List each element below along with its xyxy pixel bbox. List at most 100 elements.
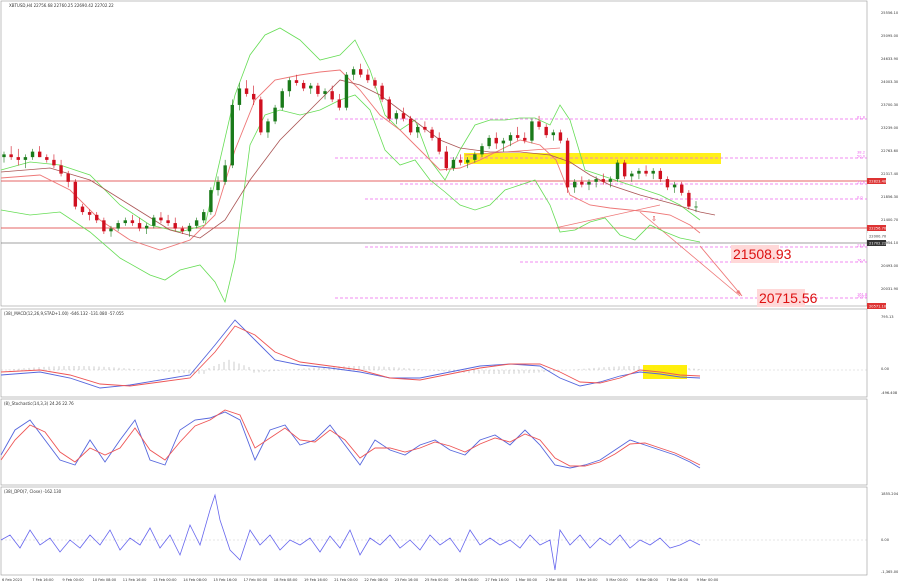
candle — [580, 176, 584, 188]
candle — [37, 146, 42, 158]
candle — [680, 181, 684, 196]
candle — [287, 77, 292, 97]
candle — [444, 146, 449, 171]
fib-label: 23.6 — [857, 244, 866, 248]
candle — [458, 154, 463, 166]
panel-frames — [0, 0, 868, 576]
time-axis: 6 Feb 2023 7 Feb 16:00 9 Feb 00:00 10 Feb 0… — [2, 578, 719, 582]
candles — [2, 63, 698, 237]
candle — [294, 74, 299, 86]
candle — [594, 176, 598, 188]
time-tick-label: 15 Feb 16:00 — [213, 578, 237, 582]
candle — [523, 132, 527, 144]
price-tick-label: 20493.00 — [881, 264, 899, 268]
candle — [30, 148, 35, 160]
candle — [159, 212, 163, 224]
time-tick-label: 11 Feb 16:00 — [123, 578, 147, 582]
price-tick-label: 21400.70 — [881, 218, 899, 222]
candle — [301, 80, 306, 92]
macd-histogram — [8, 359, 700, 374]
time-tick-label: 13 Feb 00:00 — [153, 578, 177, 582]
dpo-tick-label: 0.00 — [881, 538, 890, 542]
dpo-axis: 1855.204 0.00 -1,365.00 — [881, 492, 899, 574]
fib-lines — [335, 118, 867, 299]
fib-label: 61.8 — [857, 116, 866, 120]
macd-tick-label: 795.13 — [881, 315, 894, 319]
fib-label: 50.0 — [857, 155, 866, 159]
candle — [644, 165, 648, 177]
candle — [537, 115, 541, 130]
candle — [102, 217, 106, 235]
time-tick-label: 7 Mar 16:00 — [666, 578, 688, 582]
candle — [337, 93, 341, 111]
time-tick-label: 1 Mar 00:00 — [515, 578, 537, 582]
candle — [144, 223, 149, 235]
candle — [323, 88, 327, 100]
candle — [373, 77, 377, 89]
time-tick-label: 22 Feb 08:00 — [364, 578, 388, 582]
macd-header: (38)_MACD(12,26,9,STAD+1.00) -646.132 -1… — [4, 311, 124, 316]
fib-label: 23.6 — [857, 181, 866, 185]
candle — [608, 176, 613, 188]
candle — [216, 176, 220, 196]
price-tick-label: 23239.00 — [881, 126, 899, 130]
candle — [45, 154, 49, 163]
candle — [251, 85, 256, 105]
candle — [273, 104, 277, 125]
candle — [351, 66, 356, 81]
time-tick-label: 26 Feb 08:00 — [455, 578, 479, 582]
target2-bg — [757, 289, 805, 307]
price-tag: 22000.70 — [867, 233, 887, 239]
time-tick-label: 6 Mar 08:00 — [636, 578, 658, 582]
trend-lines — [464, 147, 741, 297]
candle — [530, 118, 534, 144]
main-header: XBTUSD,H4 22756.68 22760.25 22690.42 227… — [9, 3, 114, 8]
candle — [95, 212, 99, 224]
candle — [52, 154, 56, 169]
candle — [173, 217, 177, 232]
bollinger-upper — [0, 27, 701, 233]
candle — [9, 146, 13, 160]
macd-highlight-zone — [643, 365, 687, 379]
candle — [544, 124, 548, 138]
candle — [180, 225, 185, 235]
candle — [59, 159, 63, 177]
candle — [23, 154, 28, 169]
candle — [344, 71, 349, 111]
price-tick-label: 21856.30 — [881, 195, 899, 199]
candle — [473, 151, 477, 163]
candle — [423, 121, 427, 133]
svg-text:22256.70: 22256.70 — [869, 226, 887, 230]
price-tick-label: 24003.30 — [881, 80, 899, 84]
candle — [558, 129, 563, 144]
stoch-main-line — [0, 411, 701, 469]
candle — [380, 82, 384, 103]
stoch-signal-line — [0, 409, 701, 467]
candle — [480, 143, 484, 158]
candle — [672, 181, 677, 193]
stoch-header: (8)_Stochastic(14,3,3) 24.26 22.76 — [4, 401, 74, 406]
candle — [137, 217, 142, 232]
candle — [687, 190, 691, 210]
candle — [622, 159, 627, 180]
time-tick-label: 5 Mar 00:00 — [606, 578, 628, 582]
price-tag: 21702.22 — [867, 240, 886, 246]
candle — [237, 82, 242, 111]
dpo-line — [0, 493, 701, 571]
candle — [387, 96, 391, 122]
candle — [152, 214, 156, 229]
dpo-panel-frame — [0, 486, 868, 576]
time-tick-label: 9 Feb 00:00 — [62, 578, 84, 582]
price-tick-label: 25556.10 — [881, 11, 899, 15]
moving-average-fast — [0, 69, 701, 251]
stoch-panel-frame — [0, 398, 868, 486]
candle — [651, 168, 655, 180]
svg-text:22823.40: 22823.40 — [869, 179, 887, 183]
time-tick-label: 10 Feb 08:00 — [93, 578, 117, 582]
time-tick-label: 6 Feb 2023 — [2, 578, 22, 582]
signal-line — [0, 325, 701, 387]
resistance-zone — [464, 153, 721, 164]
candle — [166, 214, 170, 226]
time-tick-label: 9 Mar 00:00 — [697, 578, 719, 582]
